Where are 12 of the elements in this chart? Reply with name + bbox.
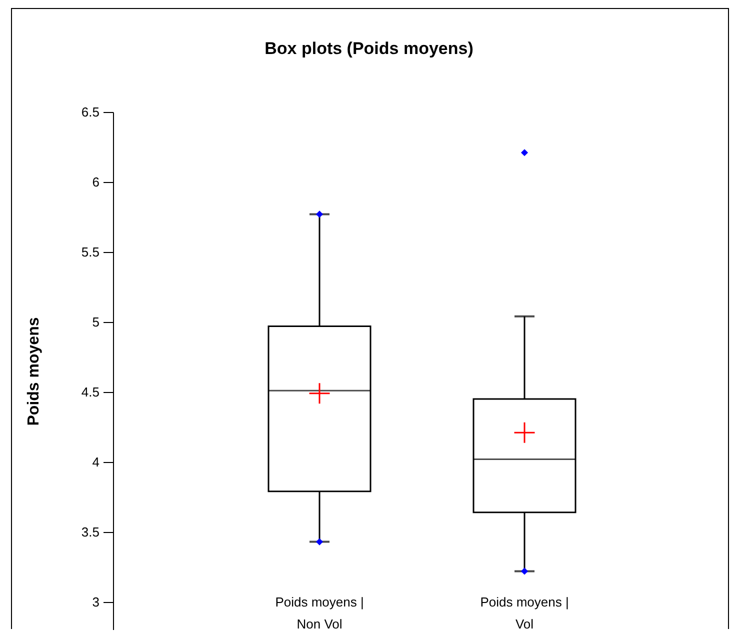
y-tick-label: 6.5 <box>81 104 100 120</box>
y-tick-label: 4.5 <box>81 384 100 400</box>
x-tick-label: Poids moyens | Non Vol <box>275 594 364 632</box>
y-tick-label: 6 <box>92 174 100 190</box>
chart-title: Box plots (Poids moyens) <box>264 39 474 58</box>
y-axis-title: Poids moyens <box>25 317 42 426</box>
y-tick-label: 5.5 <box>81 244 100 260</box>
y-tick-label: 3 <box>92 594 100 610</box>
x-tick-label: Poids moyens | Vol <box>480 594 569 632</box>
y-tick-label: 3.5 <box>81 524 100 540</box>
y-tick-label: 5 <box>92 314 100 330</box>
y-tick-label: 4 <box>92 454 100 470</box>
